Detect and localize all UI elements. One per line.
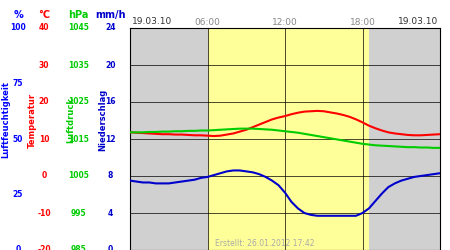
Text: 50: 50 <box>13 134 23 143</box>
Bar <box>207 28 369 250</box>
Text: 1015: 1015 <box>68 134 89 143</box>
Text: Temperatur: Temperatur <box>28 92 37 148</box>
Text: 40: 40 <box>39 24 50 32</box>
Text: 1035: 1035 <box>68 60 89 70</box>
Text: %: % <box>13 10 23 20</box>
Text: 100: 100 <box>10 24 26 32</box>
Text: 12: 12 <box>105 134 116 143</box>
Text: -10: -10 <box>37 208 51 218</box>
Text: 75: 75 <box>13 79 23 88</box>
Text: 16: 16 <box>105 98 116 106</box>
Text: 8: 8 <box>108 172 113 180</box>
Text: 1025: 1025 <box>68 98 89 106</box>
Text: Niederschlag: Niederschlag <box>98 89 107 151</box>
Text: °C: °C <box>38 10 50 20</box>
Text: hPa: hPa <box>68 10 89 20</box>
Text: 1005: 1005 <box>68 172 89 180</box>
Text: 30: 30 <box>39 60 50 70</box>
Text: 20: 20 <box>105 60 116 70</box>
Text: Erstellt: 26.01.2012 17:42: Erstellt: 26.01.2012 17:42 <box>215 238 315 248</box>
Text: Luftdruck: Luftdruck <box>67 97 76 143</box>
Text: mm/h: mm/h <box>95 10 126 20</box>
Text: 995: 995 <box>71 208 86 218</box>
Text: 0: 0 <box>15 246 21 250</box>
Text: -20: -20 <box>37 246 51 250</box>
Text: 1045: 1045 <box>68 24 89 32</box>
Text: 24: 24 <box>105 24 116 32</box>
Text: 985: 985 <box>71 246 86 250</box>
Text: 20: 20 <box>39 98 50 106</box>
Text: 0: 0 <box>108 246 113 250</box>
Text: 10: 10 <box>39 134 50 143</box>
Text: 25: 25 <box>13 190 23 199</box>
Text: 4: 4 <box>108 208 113 218</box>
Text: 19.03.10: 19.03.10 <box>132 16 172 26</box>
Text: Luftfeuchtigkeit: Luftfeuchtigkeit <box>1 82 10 158</box>
Text: 0: 0 <box>41 172 47 180</box>
Text: 19.03.10: 19.03.10 <box>397 16 438 26</box>
